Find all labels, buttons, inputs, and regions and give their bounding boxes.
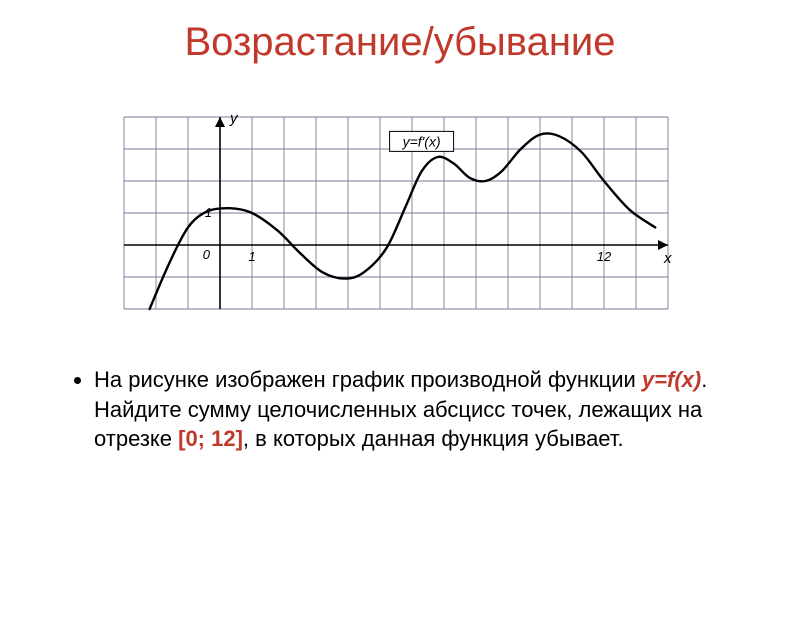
chart-container: 01121yxy=f'(x)	[120, 75, 680, 335]
svg-text:0: 0	[203, 247, 211, 262]
problem-interval: [0; 12]	[178, 426, 243, 451]
problem-text: На рисунке изображен график производной …	[70, 365, 730, 454]
derivative-chart: 01121yxy=f'(x)	[120, 75, 680, 335]
problem-func: y=f(x)	[642, 367, 701, 392]
problem-bullet: На рисунке изображен график производной …	[94, 365, 730, 454]
svg-text:y=f'(x): y=f'(x)	[402, 133, 441, 149]
svg-text:1: 1	[248, 249, 255, 264]
svg-text:x: x	[663, 250, 672, 267]
problem-post: , в которых данная функция убывает.	[243, 426, 624, 451]
svg-text:12: 12	[597, 249, 612, 264]
page-title: Возрастание/убывание	[0, 20, 800, 65]
problem-pre: На рисунке изображен график производной …	[94, 367, 642, 392]
